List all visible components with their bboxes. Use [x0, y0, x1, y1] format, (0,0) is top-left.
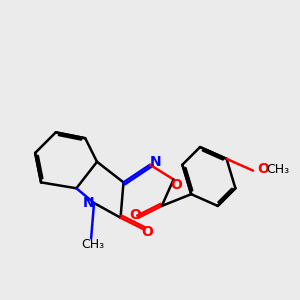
Text: O: O: [170, 178, 182, 192]
Text: O: O: [257, 162, 269, 176]
Text: CH₃: CH₃: [81, 238, 104, 251]
Text: N: N: [82, 196, 94, 210]
Text: O: O: [129, 208, 141, 222]
Text: O: O: [141, 225, 153, 239]
Text: N: N: [149, 155, 161, 170]
Text: CH₃: CH₃: [266, 163, 289, 176]
